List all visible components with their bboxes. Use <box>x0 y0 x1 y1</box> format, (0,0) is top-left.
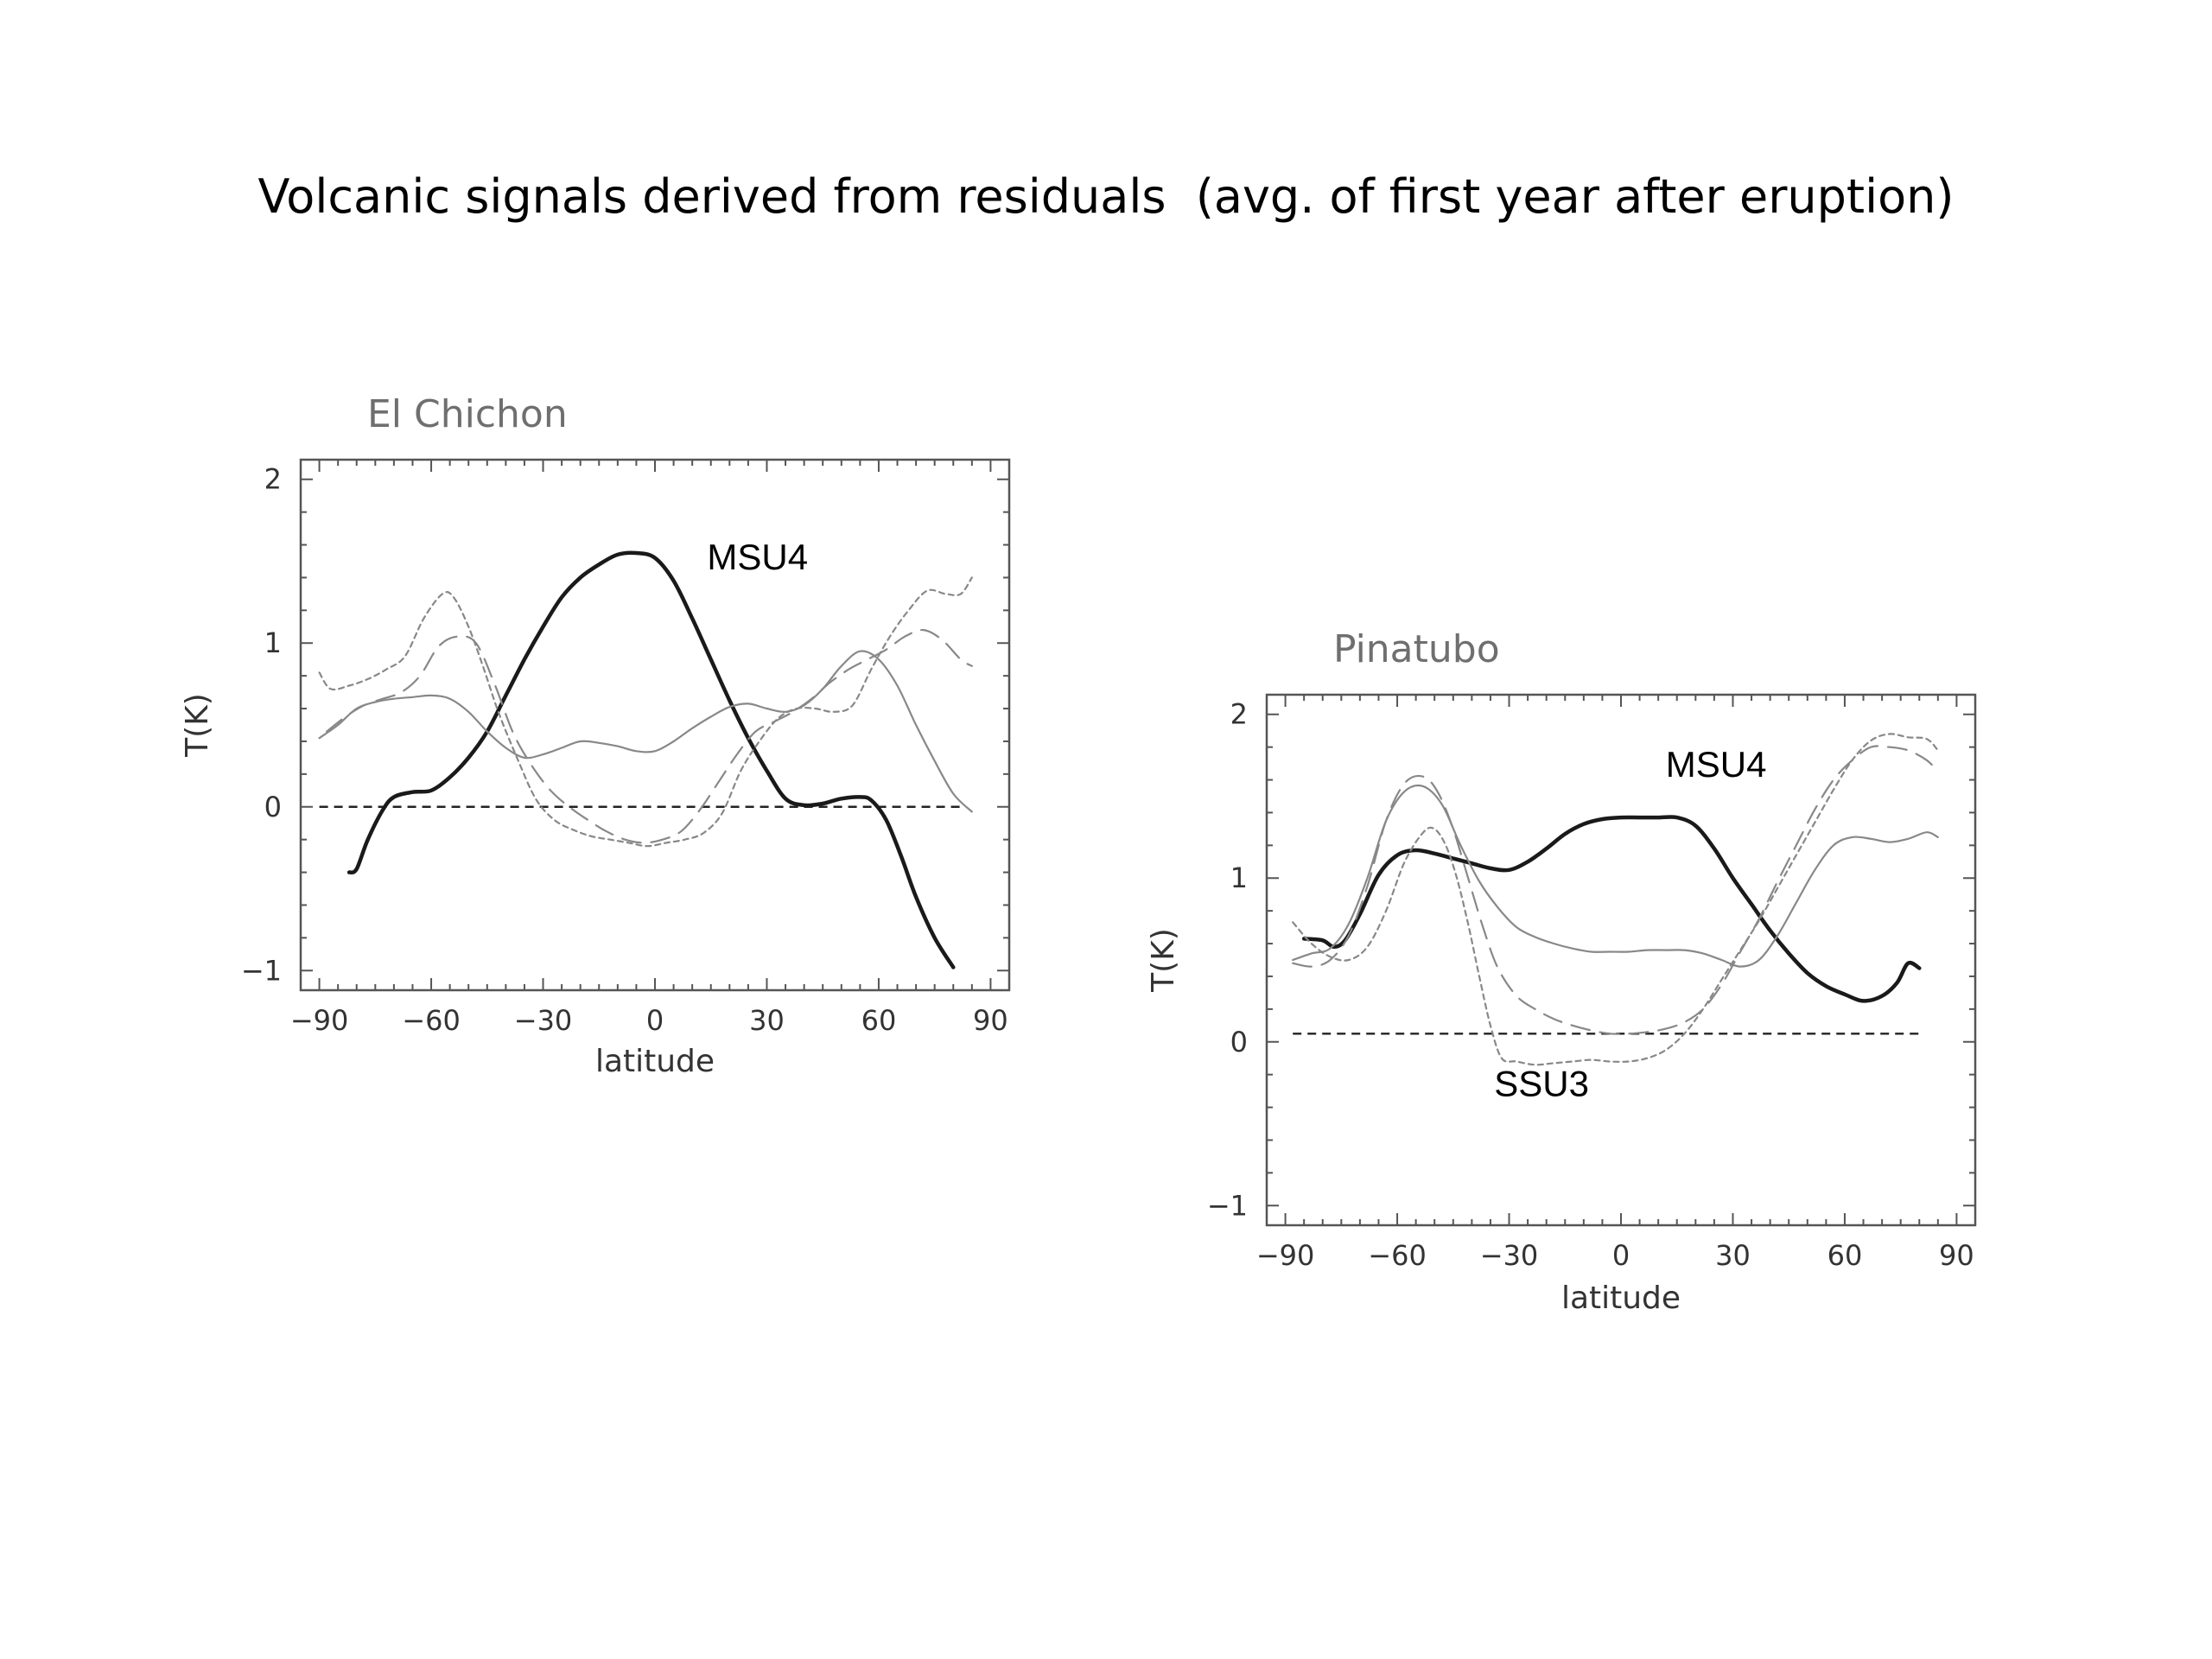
x-axis-label: latitude <box>595 1044 715 1079</box>
annotation-ssu3: SSU3 <box>1494 1063 1589 1103</box>
axis-ticks <box>1266 695 1976 1225</box>
series-line-thin <box>1292 784 1939 968</box>
x-tick-labels: −90 −60 −30 0 30 60 90 <box>290 1004 1008 1037</box>
y-tick-labels: −1 0 1 2 <box>241 463 282 988</box>
x-tick-label: 0 <box>646 1004 664 1037</box>
series-line-dashed <box>1292 745 1939 1035</box>
series-line-thin <box>318 650 973 813</box>
x-tick-label: 30 <box>1715 1239 1751 1272</box>
x-tick-label: −90 <box>1256 1239 1315 1272</box>
x-tick-label: 30 <box>749 1004 785 1037</box>
plot-frame <box>1265 693 1977 1227</box>
y-tick-label: 2 <box>1230 698 1248 731</box>
x-tick-label: −30 <box>514 1004 573 1037</box>
x-axis-label: latitude <box>1561 1281 1681 1316</box>
x-tick-label: 90 <box>973 1004 1008 1037</box>
annotation-msu4: MSU4 <box>707 537 808 577</box>
y-tick-labels: −1 0 1 2 <box>1207 698 1248 1223</box>
slide-title: Volcanic signals derived from residuals … <box>257 169 1955 224</box>
series-line-dashed <box>326 628 973 844</box>
series-line-thick <box>346 550 956 969</box>
y-tick-label: 0 <box>264 791 282 823</box>
series-line-dotted <box>1292 733 1939 1066</box>
x-tick-label: −30 <box>1480 1239 1539 1272</box>
annotations: MSU4 SSU3 <box>1494 744 1766 1104</box>
x-tick-label: −60 <box>1368 1239 1427 1272</box>
y-tick-label: 1 <box>1230 861 1248 894</box>
y-tick-label: 0 <box>1230 1026 1248 1058</box>
x-tick-label: 90 <box>1939 1239 1974 1272</box>
y-axis-label: T(K) <box>1146 928 1181 993</box>
y-tick-label: −1 <box>241 954 282 987</box>
axis-ticks <box>300 460 1010 990</box>
x-tick-label: −60 <box>402 1004 461 1037</box>
annotations: MSU4 <box>707 537 808 577</box>
series-line-dotted <box>318 576 973 848</box>
y-tick-label: −1 <box>1207 1189 1248 1222</box>
y-axis-label: T(K) <box>180 693 215 758</box>
series-group <box>1292 733 1939 1066</box>
plot-frame <box>299 458 1011 992</box>
x-tick-label: 60 <box>861 1004 897 1037</box>
chart-title: El Chichon <box>367 392 568 436</box>
chart-title: Pinatubo <box>1333 627 1500 671</box>
x-tick-label: −90 <box>290 1004 349 1037</box>
y-tick-label: 1 <box>264 626 282 659</box>
y-tick-label: 2 <box>264 463 282 496</box>
series-group <box>318 550 973 969</box>
x-tick-label: 0 <box>1612 1239 1630 1272</box>
annotation-msu4: MSU4 <box>1666 744 1767 785</box>
x-tick-labels: −90 −60 −30 0 30 60 90 <box>1256 1239 1974 1272</box>
series-line-thick <box>1301 815 1922 1003</box>
x-tick-label: 60 <box>1827 1239 1863 1272</box>
